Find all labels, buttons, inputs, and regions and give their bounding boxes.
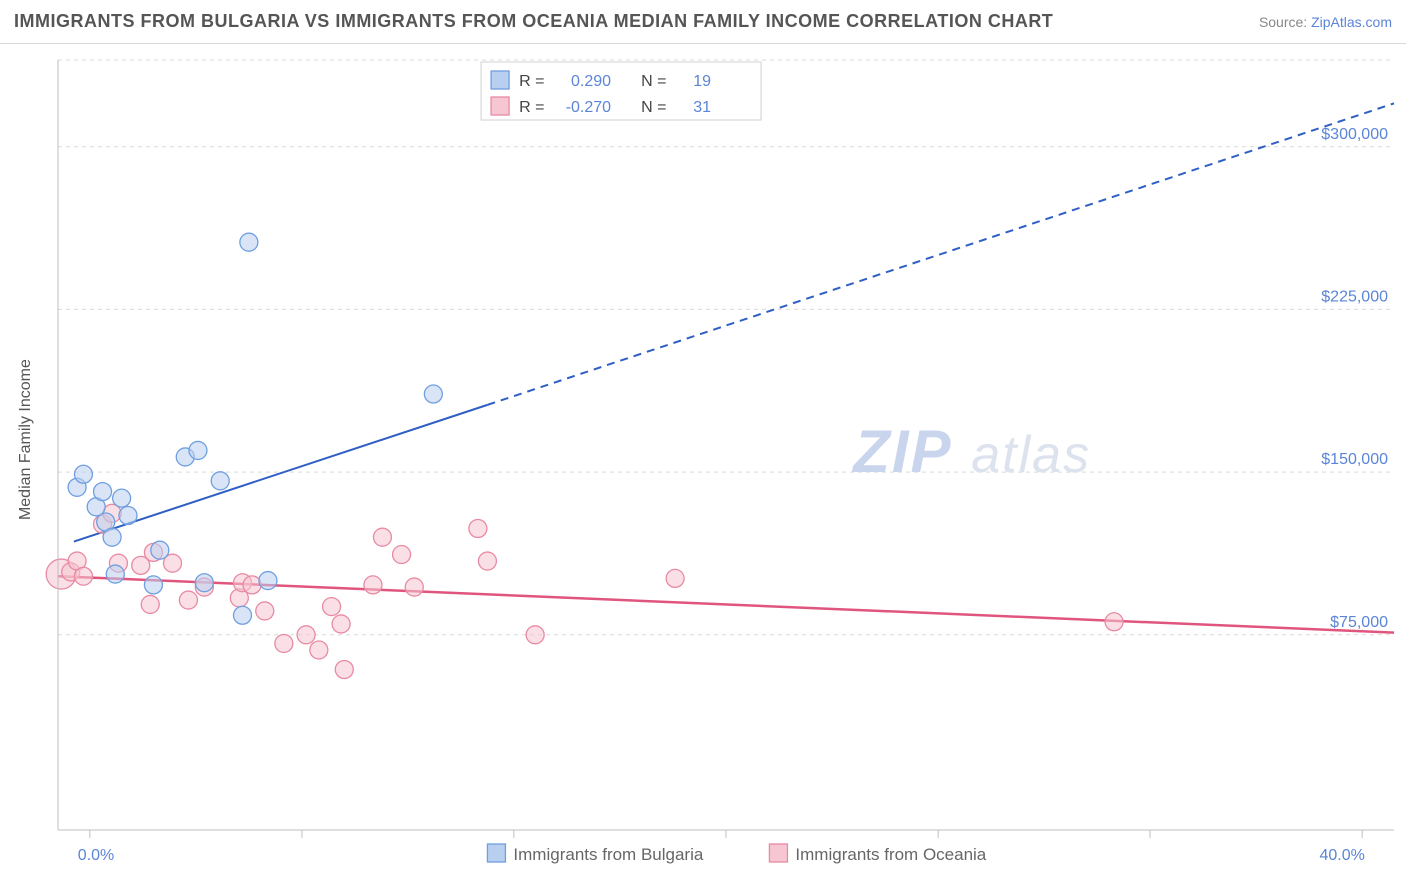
- scatter-point: [310, 641, 328, 659]
- scatter-point: [189, 441, 207, 459]
- chart-title: IMMIGRANTS FROM BULGARIA VS IMMIGRANTS F…: [14, 11, 1053, 32]
- scatter-point: [424, 385, 442, 403]
- legend-swatch: [487, 844, 505, 862]
- chart-container: $75,000 $150,000 $225,000 $300,000 ZIP atlas 0…: [0, 44, 1406, 892]
- scatter-point: [259, 572, 277, 590]
- scatter-point: [469, 520, 487, 538]
- scatter-point: [405, 578, 423, 596]
- y-tick-label: $75,000: [1330, 614, 1388, 631]
- scatter-point: [195, 574, 213, 592]
- correlation-chart: $75,000 $150,000 $225,000 $300,000 ZIP atlas 0…: [0, 44, 1406, 892]
- scatter-point: [243, 576, 261, 594]
- scatter-point: [297, 626, 315, 644]
- scatter-point: [478, 552, 496, 570]
- watermark-text: atlas: [971, 426, 1091, 484]
- scatter-point: [323, 598, 341, 616]
- scatter-point: [256, 602, 274, 620]
- legend-r-label: R =: [519, 73, 544, 90]
- scatter-point: [1105, 613, 1123, 631]
- scatter-point: [141, 595, 159, 613]
- legend-n-value: 31: [693, 99, 711, 116]
- y-tick-label: $300,000: [1321, 126, 1388, 143]
- trend-line-dashed: [487, 103, 1394, 404]
- source-credit: Source: ZipAtlas.com: [1259, 14, 1392, 30]
- x-tick-label: 0.0%: [78, 847, 114, 864]
- scatter-point: [179, 591, 197, 609]
- scatter-point: [113, 489, 131, 507]
- scatter-point: [393, 546, 411, 564]
- legend-swatch: [491, 97, 509, 115]
- legend-n-label: N =: [641, 99, 666, 116]
- scatter-point: [332, 615, 350, 633]
- y-tick-label: $150,000: [1321, 451, 1388, 468]
- scatter-point: [373, 528, 391, 546]
- legend-swatch: [769, 844, 787, 862]
- legend-n-label: N =: [641, 73, 666, 90]
- watermark-text: ZIP: [851, 418, 952, 485]
- legend-r-value: 0.290: [571, 73, 611, 90]
- y-tick-label: $225,000: [1321, 288, 1388, 305]
- scatter-point: [666, 569, 684, 587]
- scatter-point: [275, 634, 293, 652]
- legend-series-label: Immigrants from Oceania: [795, 845, 986, 864]
- source-link[interactable]: ZipAtlas.com: [1311, 14, 1392, 30]
- x-tick-label: 40.0%: [1320, 847, 1365, 864]
- scatter-point: [526, 626, 544, 644]
- scatter-point: [106, 565, 124, 583]
- legend-n-value: 19: [693, 73, 711, 90]
- scatter-point: [74, 465, 92, 483]
- legend-r-value: -0.270: [566, 99, 611, 116]
- scatter-point: [211, 472, 229, 490]
- trend-line: [74, 405, 488, 542]
- scatter-point: [335, 660, 353, 678]
- scatter-point: [94, 483, 112, 501]
- scatter-point: [233, 606, 251, 624]
- scatter-point: [151, 541, 169, 559]
- scatter-point: [364, 576, 382, 594]
- legend-swatch: [491, 71, 509, 89]
- header-bar: IMMIGRANTS FROM BULGARIA VS IMMIGRANTS F…: [0, 0, 1406, 44]
- scatter-point: [240, 233, 258, 251]
- y-axis-label: Median Family Income: [17, 359, 34, 520]
- scatter-point: [74, 567, 92, 585]
- scatter-point: [144, 576, 162, 594]
- scatter-point: [103, 528, 121, 546]
- legend-r-label: R =: [519, 99, 544, 116]
- source-label: Source:: [1259, 14, 1311, 30]
- scatter-point: [119, 506, 137, 524]
- legend-series-label: Immigrants from Bulgaria: [513, 845, 703, 864]
